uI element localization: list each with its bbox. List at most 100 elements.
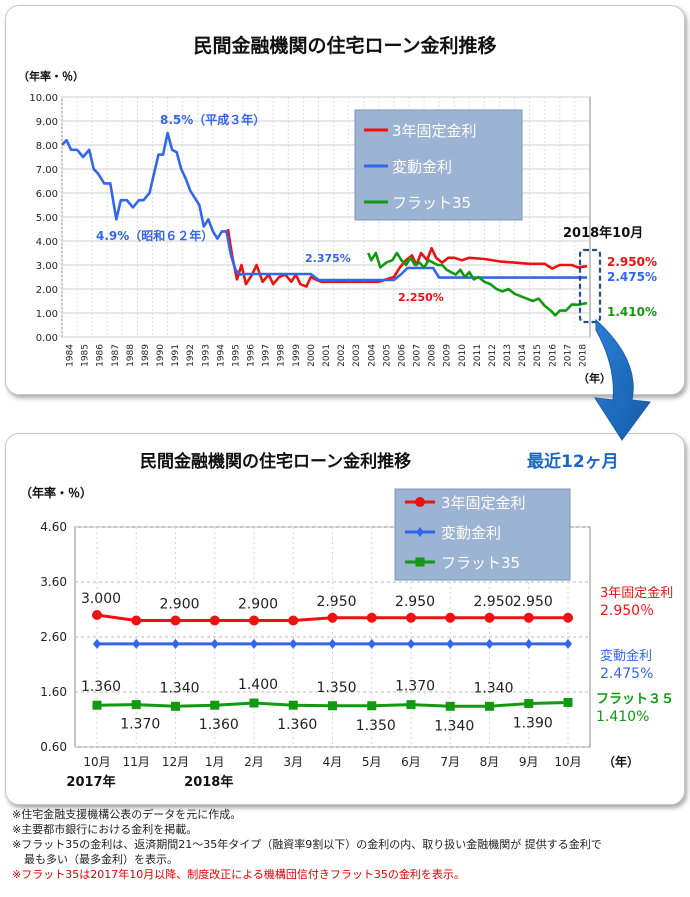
chart2-marker-fixed: [523, 612, 534, 623]
chart1-xtick-label: 2012: [488, 344, 498, 367]
chart1-xtick-label: 1984: [66, 344, 76, 367]
chart2-marker-variable: [132, 638, 141, 649]
chart1-xtick-label: 1990: [156, 344, 166, 367]
chart1-end-label-2: 1.410%: [607, 305, 657, 319]
chart2-legend-marker-0: [415, 497, 425, 507]
chart2-data-label-flat35: 1.360: [199, 717, 239, 733]
chart2-data-label-fixed: 2.950: [316, 594, 356, 610]
chart1-xtick-label: 2001: [322, 344, 332, 367]
chart2-marker-flat35: [131, 700, 141, 710]
chart1-series-line-2: [367, 251, 588, 317]
chart2-xtick-label: 10月: [554, 755, 581, 769]
chart2-marker-fixed: [484, 612, 495, 623]
chart1-xtick-label: 2002: [337, 344, 347, 367]
chart2-data-label-fixed: 2.900: [159, 597, 199, 613]
chart1-xtick-label: 2009: [443, 344, 453, 367]
chart2-data-label-flat35: 1.370: [120, 717, 160, 733]
chart2-marker-variable: [289, 638, 298, 649]
chart2-marker-fixed: [563, 612, 573, 623]
chart2-data-label-flat35: 1.350: [316, 680, 356, 696]
chart2-marker-variable: [446, 638, 455, 649]
chart2-marker-flat35: [485, 701, 494, 711]
chart1-xtick-label: 1997: [262, 344, 272, 367]
chart2-data-label-fixed: 2.950: [473, 594, 513, 610]
chart1-xtick-label: 1989: [141, 344, 151, 367]
chart2-marker-flat35: [210, 700, 220, 710]
chart2-xtick-label: 12月: [162, 755, 189, 769]
chart2-xtick-label: 3月: [283, 755, 303, 769]
chart2-end-value-2: 1.410%: [596, 709, 649, 725]
footnote-flat35: ※フラット35の金利は、返済期間21～35年タイプ（融資率9割以下）の金利の内、…: [12, 838, 602, 851]
chart1-xtick-label: 1987: [111, 344, 121, 367]
chart1-xtick-label: 2004: [367, 344, 377, 367]
chart2-marker-variable: [328, 638, 337, 649]
chart1-ytick-label: 2.00: [36, 285, 58, 296]
chart1-ytick-label: 1.00: [36, 309, 58, 320]
chart2-marker-variable: [171, 638, 180, 649]
chart1-xtick-label: 2000: [307, 344, 317, 367]
chart-long-term: 民間金融機関の住宅ローン金利推移 （年率・％） （年） 0.00 1.00 2.00 3.0…: [18, 34, 657, 385]
chart2-xtick-label: 6月: [401, 755, 421, 769]
chart2-marker-flat35: [406, 700, 416, 710]
chart2-xtick-label: 7月: [440, 755, 460, 769]
chart1-ylabel: （年率・％）: [18, 69, 84, 83]
chart1-annotation-1987: 4.9%（昭和６２年）: [96, 228, 213, 243]
chart2-marker-fixed: [170, 615, 181, 626]
chart2-data-label-flat35: 1.370: [395, 679, 435, 695]
chart2-end-name-2: フラット３５: [596, 692, 674, 707]
chart2-year-label-1: 2018年: [184, 774, 233, 790]
chart2-xtick-label: 1月: [205, 755, 225, 769]
chart1-xtick-label: 1992: [186, 344, 196, 367]
chart2-marker-fixed: [249, 615, 259, 626]
chart2-subtitle: 最近12ヶ月: [527, 451, 619, 472]
chart2-marker-fixed: [288, 615, 299, 626]
chart2-marker-variable: [485, 638, 494, 649]
chart2-end-value-0: 2.950％: [600, 603, 654, 619]
chart2-legend-marker-2: [415, 557, 425, 567]
chart1-legend-label-2: フラット35: [392, 194, 471, 212]
chart1-latest-highlight: [578, 248, 602, 324]
chart1-legend-label-0: 3年固定金利: [392, 122, 477, 140]
chart1-ytick-label: 3.00: [36, 261, 58, 272]
chart2-marker-flat35: [367, 701, 377, 711]
chart2-data-label-flat35: 1.340: [473, 680, 513, 696]
chart2-ytick-label: 2.60: [40, 630, 67, 644]
chart2-marker-variable: [407, 638, 415, 649]
chart2-marker-flat35: [328, 701, 337, 711]
chart2-marker-flat35: [288, 700, 298, 710]
chart1-legend-label-1: 変動金利: [392, 158, 452, 176]
chart1-annotation-2375: 2.375%: [305, 252, 351, 265]
chart1-xtick-label: 1996: [247, 344, 257, 367]
chart1-xtick-label: 1998: [277, 344, 287, 367]
chart1-xtick-label: 2016: [548, 344, 558, 367]
chart2-year-label-0: 2017年: [66, 774, 115, 790]
chart1-xtick-label: 1988: [126, 344, 136, 367]
chart1-xtick-label: 2006: [397, 344, 407, 367]
footnote-source: ※住宅金融支援機構公表のデータを元に作成。: [12, 808, 242, 821]
chart2-legend-label-0: 3年固定金利: [441, 494, 526, 512]
chart1-end-label-0: 2.950%: [607, 255, 657, 269]
chart1-xtick-label: 2017: [563, 344, 573, 367]
chart2-marker-fixed: [327, 612, 338, 623]
chart2-data-label-flat35: 1.390: [513, 716, 553, 732]
chart1-annotation-peak: 8.5%（平成３年）: [160, 112, 265, 127]
chart2-data-label-fixed: 3.000: [81, 591, 121, 607]
chart2-data-label-flat35: 1.360: [81, 679, 121, 695]
chart2-marker-flat35: [445, 701, 455, 711]
chart2-marker-fixed: [131, 615, 142, 626]
chart2-xtick-label: 4月: [323, 755, 343, 769]
chart2-data-label-fixed: 2.950: [395, 594, 435, 610]
chart1-ytick-label: 9.00: [36, 117, 58, 128]
chart2-marker-fixed: [366, 612, 377, 623]
chart1-xtick-label: 2008: [428, 344, 438, 367]
chart1-series-line-1: [61, 131, 587, 282]
chart1-ytick-label: 10.00: [29, 93, 58, 104]
chart1-xtick-label: 2014: [518, 344, 528, 367]
chart2-legend-label-2: フラット35: [441, 554, 520, 572]
chart2-ytick-label: 4.60: [40, 520, 67, 534]
chart2-legend-marker-1: [416, 527, 424, 537]
chart2-xtick-label: 2月: [244, 755, 264, 769]
chart1-ytick-label: 0.00: [36, 333, 58, 344]
chart1-annotation-2018oct: 2018年10月: [563, 225, 643, 241]
